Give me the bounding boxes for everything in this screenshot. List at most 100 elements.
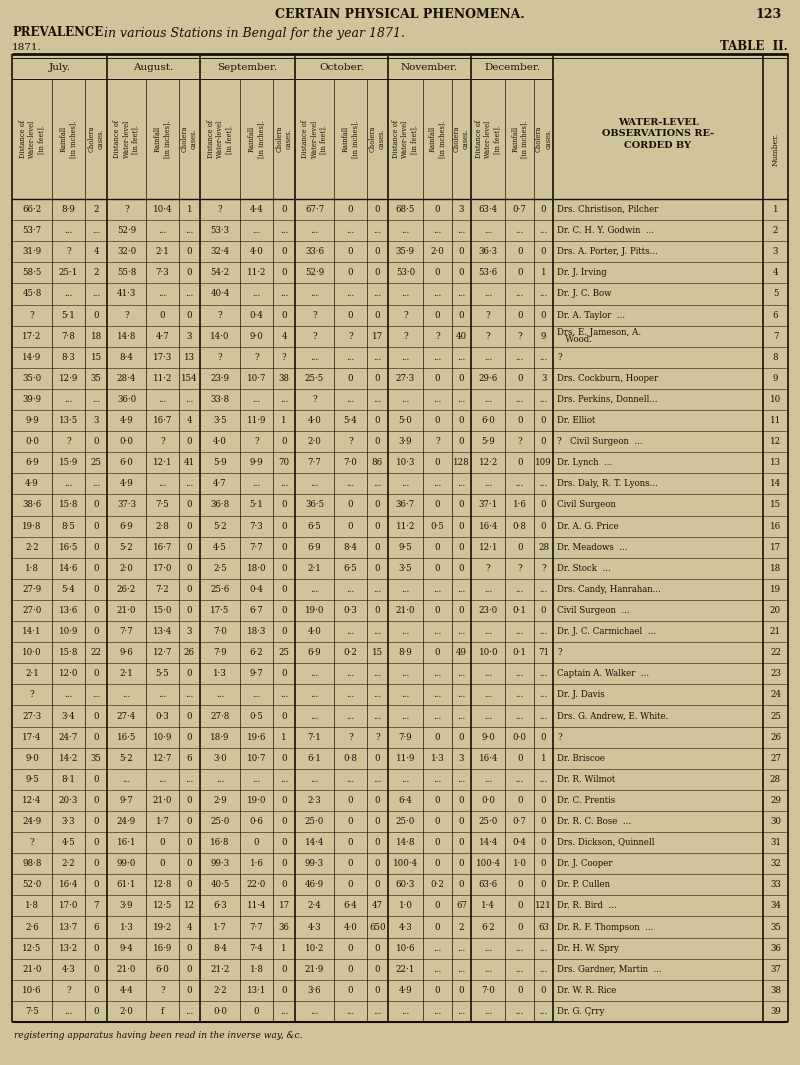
Text: 0: 0 bbox=[458, 859, 464, 868]
Text: ?: ? bbox=[486, 331, 490, 341]
Text: 5·9: 5·9 bbox=[482, 437, 495, 446]
Text: 0: 0 bbox=[541, 859, 546, 868]
Text: Dr. R. Wilmot: Dr. R. Wilmot bbox=[557, 775, 615, 784]
Text: 9·4: 9·4 bbox=[120, 944, 134, 952]
Text: 5·9: 5·9 bbox=[213, 458, 227, 468]
Text: 0: 0 bbox=[347, 796, 353, 805]
Text: 27·3: 27·3 bbox=[22, 711, 42, 721]
Text: 121: 121 bbox=[535, 901, 552, 911]
Text: 27·4: 27·4 bbox=[117, 711, 136, 721]
Text: 0: 0 bbox=[458, 437, 464, 446]
Text: 0: 0 bbox=[458, 311, 464, 319]
Text: 0: 0 bbox=[541, 733, 546, 741]
Text: 27·3: 27·3 bbox=[396, 374, 415, 383]
Text: 2·0: 2·0 bbox=[119, 1006, 134, 1016]
Text: 0: 0 bbox=[186, 606, 192, 615]
Text: ...: ... bbox=[484, 944, 492, 952]
Text: 14·0: 14·0 bbox=[210, 331, 230, 341]
Text: 14·6: 14·6 bbox=[59, 563, 78, 573]
Text: 18·0: 18·0 bbox=[246, 563, 266, 573]
Text: 25·0: 25·0 bbox=[210, 817, 230, 826]
Text: 2: 2 bbox=[94, 206, 99, 214]
Text: ...: ... bbox=[280, 395, 288, 404]
Text: 26·2: 26·2 bbox=[117, 585, 136, 594]
Text: ...: ... bbox=[346, 627, 354, 636]
Text: 3·5: 3·5 bbox=[213, 416, 226, 425]
Text: ?: ? bbox=[282, 353, 286, 362]
Text: ...: ... bbox=[434, 775, 442, 784]
Text: 6·0: 6·0 bbox=[155, 965, 170, 973]
Text: 13·1: 13·1 bbox=[247, 986, 266, 995]
Text: ...: ... bbox=[310, 690, 318, 700]
Text: ...: ... bbox=[434, 585, 442, 594]
Text: 11·2: 11·2 bbox=[246, 268, 266, 277]
Text: ...: ... bbox=[516, 290, 524, 298]
Text: ...: ... bbox=[346, 775, 354, 784]
Text: ...: ... bbox=[346, 226, 354, 235]
Text: 34: 34 bbox=[770, 901, 781, 911]
Text: ?: ? bbox=[518, 331, 522, 341]
Text: 10·0: 10·0 bbox=[478, 649, 498, 657]
Text: 0: 0 bbox=[517, 543, 522, 552]
Text: 0: 0 bbox=[517, 754, 522, 763]
Text: 0: 0 bbox=[541, 501, 546, 509]
Text: ...: ... bbox=[346, 479, 354, 489]
Text: 1·7: 1·7 bbox=[213, 922, 227, 932]
Text: 0: 0 bbox=[541, 522, 546, 530]
Text: 33·6: 33·6 bbox=[305, 247, 324, 257]
Text: 0: 0 bbox=[458, 838, 464, 847]
Text: 16·1: 16·1 bbox=[117, 838, 136, 847]
Text: ?: ? bbox=[124, 311, 129, 319]
Text: ...: ... bbox=[434, 226, 442, 235]
Text: 99·0: 99·0 bbox=[117, 859, 136, 868]
Text: 0: 0 bbox=[374, 247, 380, 257]
Text: 0: 0 bbox=[541, 247, 546, 257]
Text: 100·4: 100·4 bbox=[476, 859, 501, 868]
Text: 0: 0 bbox=[374, 944, 380, 952]
Text: 0: 0 bbox=[186, 501, 192, 509]
Text: 5·2: 5·2 bbox=[120, 754, 134, 763]
Text: ...: ... bbox=[458, 627, 466, 636]
Text: 2·3: 2·3 bbox=[308, 796, 322, 805]
Text: 2·2: 2·2 bbox=[213, 986, 227, 995]
Text: 0: 0 bbox=[434, 374, 440, 383]
Text: 7·2: 7·2 bbox=[155, 585, 170, 594]
Text: registering apparatus having been read in the inverse way, &c.: registering apparatus having been read i… bbox=[14, 1032, 302, 1041]
Text: ...: ... bbox=[458, 690, 466, 700]
Text: ...: ... bbox=[484, 711, 492, 721]
Text: 0: 0 bbox=[186, 585, 192, 594]
Text: ...: ... bbox=[434, 965, 442, 973]
Text: ...: ... bbox=[92, 226, 100, 235]
Text: ...: ... bbox=[185, 690, 194, 700]
Text: 12·5: 12·5 bbox=[153, 901, 172, 911]
Text: ...: ... bbox=[484, 290, 492, 298]
Text: 7·7: 7·7 bbox=[308, 458, 322, 468]
Text: 6·5: 6·5 bbox=[308, 522, 322, 530]
Text: 5·2: 5·2 bbox=[213, 522, 227, 530]
Text: 2·9: 2·9 bbox=[213, 796, 227, 805]
Text: 0·7: 0·7 bbox=[513, 817, 526, 826]
Text: ...: ... bbox=[434, 944, 442, 952]
Text: 0: 0 bbox=[517, 416, 522, 425]
Text: ...: ... bbox=[458, 353, 466, 362]
Text: ?: ? bbox=[218, 206, 222, 214]
Text: 13·7: 13·7 bbox=[59, 922, 78, 932]
Text: 0·0: 0·0 bbox=[213, 1006, 227, 1016]
Text: 0: 0 bbox=[94, 796, 99, 805]
Text: 0: 0 bbox=[517, 796, 522, 805]
Text: ...: ... bbox=[484, 775, 492, 784]
Text: 24·7: 24·7 bbox=[59, 733, 78, 741]
Text: 0: 0 bbox=[186, 944, 192, 952]
Text: 3·0: 3·0 bbox=[213, 754, 227, 763]
Text: 7·0: 7·0 bbox=[213, 627, 227, 636]
Text: Cholera
cases.: Cholera cases. bbox=[535, 126, 552, 152]
Text: 39: 39 bbox=[770, 1006, 781, 1016]
Text: 0: 0 bbox=[434, 606, 440, 615]
Text: 3·5: 3·5 bbox=[398, 563, 412, 573]
Text: 6: 6 bbox=[773, 311, 778, 319]
Text: ...: ... bbox=[484, 353, 492, 362]
Text: August.: August. bbox=[134, 64, 174, 72]
Text: ...: ... bbox=[158, 479, 166, 489]
Text: 0: 0 bbox=[434, 206, 440, 214]
Text: 8·4: 8·4 bbox=[213, 944, 227, 952]
